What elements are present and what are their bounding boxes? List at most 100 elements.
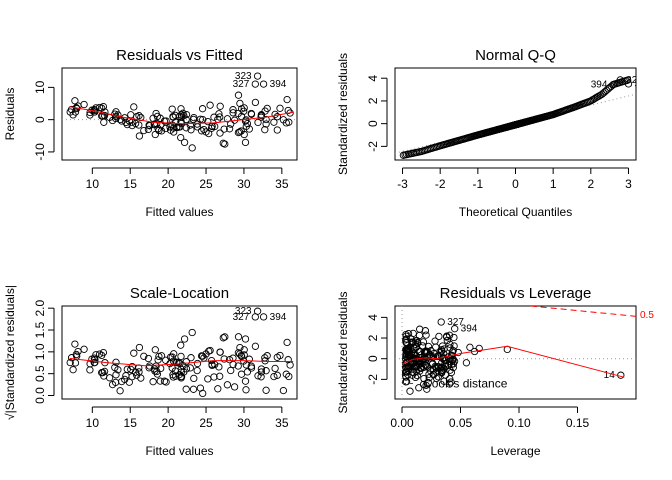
data-point bbox=[422, 355, 430, 364]
data-point bbox=[263, 352, 271, 360]
data-point bbox=[283, 338, 291, 347]
point-label: 327 bbox=[233, 79, 250, 90]
data-point bbox=[182, 358, 190, 366]
data-point bbox=[257, 373, 265, 381]
data-point bbox=[153, 370, 162, 378]
data-point bbox=[225, 356, 234, 364]
data-point bbox=[127, 365, 135, 374]
y-axis-label: Standardized residuals bbox=[336, 291, 350, 413]
plot-frame bbox=[61, 67, 298, 161]
data-point bbox=[234, 362, 242, 370]
data-point bbox=[405, 363, 413, 371]
data-point bbox=[162, 124, 170, 133]
data-point bbox=[169, 373, 177, 381]
data-point bbox=[206, 101, 214, 109]
data-point bbox=[243, 368, 252, 376]
data-point bbox=[177, 372, 186, 381]
data-point bbox=[420, 374, 428, 383]
data-point bbox=[434, 362, 442, 371]
data-point bbox=[177, 133, 185, 142]
data-point bbox=[169, 113, 177, 121]
data-point bbox=[240, 351, 248, 359]
data-point bbox=[426, 367, 435, 375]
data-point bbox=[279, 386, 288, 395]
x-tick-label: 20 bbox=[161, 416, 175, 430]
data-point bbox=[182, 385, 190, 393]
data-point bbox=[140, 126, 148, 135]
data-point bbox=[144, 125, 153, 134]
y-tick-label: 0 bbox=[366, 120, 380, 127]
data-point bbox=[71, 340, 79, 348]
data-point bbox=[216, 102, 224, 110]
point-label: 394 bbox=[270, 312, 287, 323]
data-point bbox=[216, 129, 224, 137]
data-point bbox=[262, 120, 270, 128]
data-point bbox=[101, 108, 109, 116]
data-point bbox=[135, 132, 144, 140]
data-point bbox=[180, 138, 189, 147]
data-point bbox=[475, 344, 483, 353]
data-point bbox=[415, 384, 423, 392]
data-point bbox=[182, 124, 190, 132]
data-point bbox=[236, 343, 244, 352]
data-point bbox=[241, 335, 250, 343]
data-point bbox=[623, 76, 632, 84]
chart-title: Normal Q-Q bbox=[475, 47, 556, 64]
point-label: 327 bbox=[233, 312, 250, 323]
data-point bbox=[197, 127, 206, 135]
data-point bbox=[71, 97, 79, 105]
data-point bbox=[160, 377, 169, 385]
x-tick-label: 25 bbox=[199, 177, 213, 191]
data-point bbox=[135, 343, 144, 352]
data-point bbox=[432, 343, 440, 351]
data-point bbox=[154, 125, 162, 133]
x-axis-label: Leverage bbox=[490, 444, 540, 458]
x-tick-label: 15 bbox=[124, 416, 138, 430]
data-point bbox=[234, 333, 243, 341]
y-tick-label: 0 bbox=[366, 355, 380, 362]
data-point bbox=[405, 351, 413, 359]
plot-frame bbox=[394, 305, 637, 400]
data-point bbox=[108, 380, 117, 389]
data-point bbox=[443, 332, 451, 340]
data-point bbox=[219, 334, 227, 342]
data-point bbox=[128, 373, 136, 381]
x-tick-label: -1 bbox=[473, 177, 484, 191]
data-point bbox=[215, 110, 223, 118]
data-point bbox=[446, 340, 454, 348]
y-tick-label: 2 bbox=[366, 334, 380, 341]
data-point bbox=[237, 370, 246, 378]
point-label: 14 bbox=[604, 370, 616, 381]
data-point bbox=[210, 113, 218, 121]
data-point bbox=[86, 366, 94, 374]
data-point bbox=[116, 387, 124, 395]
data-point bbox=[223, 115, 232, 123]
data-point bbox=[402, 335, 411, 343]
data-point bbox=[130, 103, 138, 111]
data-point bbox=[406, 387, 414, 395]
data-point bbox=[225, 125, 234, 133]
data-point bbox=[284, 106, 292, 115]
data-point bbox=[95, 350, 104, 358]
data-point bbox=[156, 377, 164, 385]
data-point bbox=[202, 350, 210, 358]
data-point bbox=[431, 337, 439, 345]
data-point bbox=[430, 349, 438, 358]
data-point bbox=[271, 364, 279, 373]
data-point bbox=[177, 341, 185, 349]
data-point bbox=[259, 80, 268, 88]
data-point bbox=[202, 128, 210, 136]
data-point bbox=[411, 373, 420, 382]
data-point bbox=[282, 119, 290, 127]
data-point bbox=[247, 362, 255, 370]
data-point bbox=[189, 385, 198, 393]
data-point bbox=[91, 358, 99, 367]
data-point bbox=[450, 333, 458, 342]
chart-title: Residuals vs Fitted bbox=[116, 47, 243, 64]
data-point bbox=[149, 378, 157, 386]
x-tick-label: 1 bbox=[550, 177, 557, 191]
data-point bbox=[177, 111, 185, 119]
data-point bbox=[243, 119, 252, 128]
